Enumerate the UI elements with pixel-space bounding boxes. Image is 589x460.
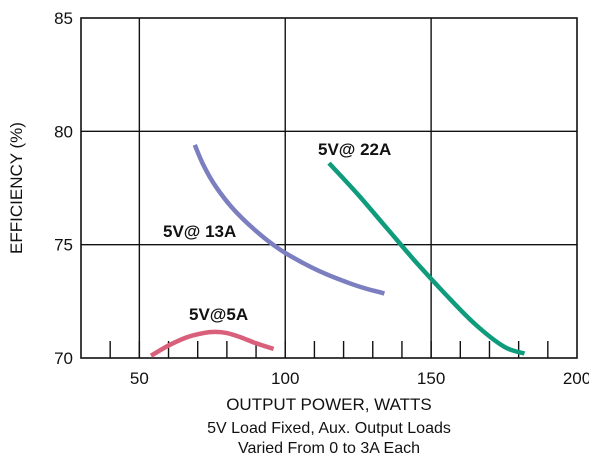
x-axis-title: OUTPUT POWER, WATTS	[226, 395, 432, 414]
x-tick-label: 150	[417, 369, 445, 388]
series-label-5v-22a: 5V@ 22A	[318, 140, 391, 159]
series-line-1	[192, 144, 385, 296]
series-line-0	[149, 329, 275, 358]
label-layer: 50 100 150 200 70 75 80 85	[54, 9, 589, 388]
chart-note-line-2: Varied From 0 to 3A Each	[238, 440, 420, 457]
x-tick-label: 100	[271, 369, 299, 388]
y-tick-label: 85	[54, 9, 73, 28]
series-label-5v-5a: 5V@5A	[189, 305, 248, 324]
y-tick-label: 70	[54, 349, 73, 368]
y-tick-label: 75	[54, 236, 73, 255]
y-tick-label: 80	[54, 122, 73, 141]
y-axis-title: EFFICIENCY (%)	[7, 122, 26, 254]
series-layer	[149, 144, 526, 358]
series-label-5v-13a: 5V@ 13A	[163, 222, 236, 241]
grid-layer	[81, 18, 577, 358]
chart-note-line-1: 5V Load Fixed, Aux. Output Loads	[207, 420, 451, 437]
series-line-2	[327, 161, 526, 356]
plot-frame	[80, 17, 578, 359]
x-tick-label: 50	[130, 369, 149, 388]
x-tick-label: 200	[563, 369, 589, 388]
